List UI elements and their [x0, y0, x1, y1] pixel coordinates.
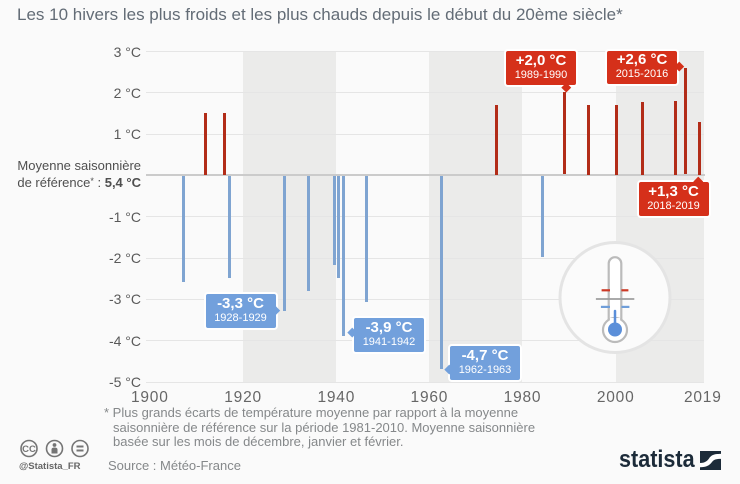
svg-text:CC: CC	[22, 444, 36, 455]
